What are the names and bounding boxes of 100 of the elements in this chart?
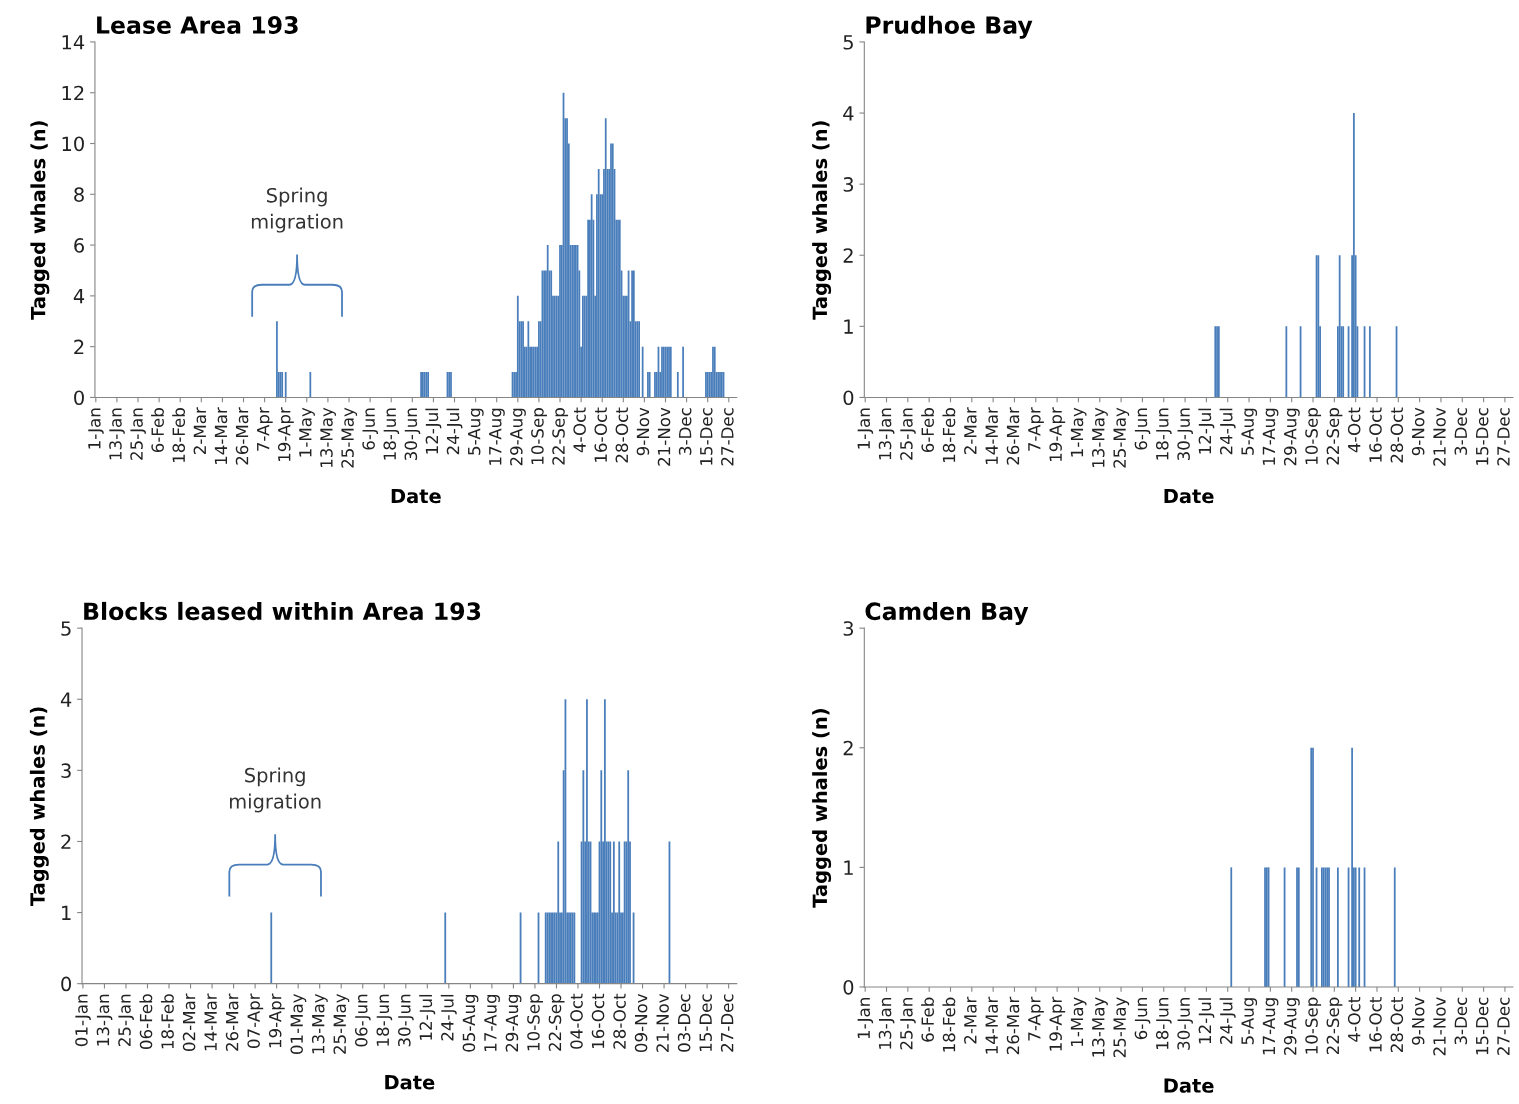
x-tick-label: 10-Sep	[1305, 408, 1322, 464]
x-tick-label: 18-Feb	[160, 994, 174, 1049]
chart-title: Prudhoe Bay	[866, 15, 1033, 39]
x-tick-label: 18-Jun	[376, 994, 393, 1046]
x-tick-label: 27-Dec	[720, 994, 734, 1052]
y-tick-label: 6	[74, 238, 84, 253]
x-tick-label: 1-May	[1070, 407, 1087, 457]
chart-title: Lease Area 193	[97, 16, 298, 34]
x-tick-label: 30-Jun	[1177, 408, 1193, 461]
x-tick-label: 24-Jul	[1219, 998, 1236, 1044]
x-tick-label: 1-Jan	[88, 408, 104, 449]
x-tick-label: 26-Mar	[225, 993, 239, 1051]
x-tick-label: 19-Apr	[1049, 996, 1066, 1051]
x-tick-label: 25-May	[333, 993, 350, 1054]
x-tick-label: 04-Oct	[570, 993, 583, 1049]
x-tick-label: 17-Aug	[1262, 998, 1279, 1055]
x-tick-label: 18-Feb	[942, 997, 956, 1052]
x-tick-label: 15-Dec	[1476, 997, 1489, 1055]
x-tick-label: 18-Feb	[172, 408, 186, 463]
x-tick-label: 7-Apr	[1028, 407, 1044, 451]
x-tick-label: 28-Oct	[1390, 997, 1404, 1052]
y-tick-label: 1	[844, 319, 853, 334]
x-tick-label: 14-Mar	[204, 993, 217, 1051]
x-tick-label: 14-Mar	[214, 407, 228, 464]
x-tick-label: 13-May	[311, 993, 328, 1054]
annotation: Spring migration	[251, 187, 343, 233]
y-tick-label: 0	[74, 390, 84, 406]
x-tick-label: 19-Apr	[1049, 407, 1066, 462]
x-tick-label: 28-Oct	[615, 407, 629, 463]
y-axis-title: Tagged whales (n)	[812, 121, 832, 320]
x-tick-label: 13-May	[1092, 407, 1108, 468]
x-tick-label: 14-Mar	[985, 407, 998, 464]
x-tick-label: 16-Oct	[1369, 997, 1382, 1052]
x-tick-label: 25-Jan	[900, 998, 916, 1050]
x-tick-label: 09-Nov	[634, 993, 648, 1053]
x-tick-label: 25-Jan	[900, 408, 916, 460]
x-tick-label: 6-Feb	[151, 408, 164, 453]
x-tick-label: 21-Nov	[1433, 997, 1446, 1056]
x-axis-title: Date	[391, 488, 441, 504]
x-tick-label: 01-Jan	[75, 994, 91, 1047]
x-tick-label: 26-Mar	[1006, 996, 1020, 1055]
x-tick-label: 28-Oct	[613, 993, 626, 1049]
y-axis-title: Tagged whales (n)	[30, 121, 50, 320]
x-tick-label: 26-Mar	[235, 407, 249, 465]
x-tick-label: 12-Jul	[425, 408, 442, 454]
y-tick-label: 4	[73, 289, 85, 304]
x-tick-label: 16-Oct	[591, 993, 605, 1049]
x-axis-title: Date	[1164, 1078, 1214, 1093]
x-tick-label: 19-Apr	[277, 407, 294, 462]
x-tick-label: 29-Aug	[505, 994, 522, 1052]
x-tick-label: 16-Oct	[1369, 407, 1382, 462]
x-tick-label: 14-Mar	[985, 996, 998, 1054]
x-tick-label: 29-Aug	[1283, 998, 1300, 1055]
chart-title: Camden Bay	[865, 601, 1029, 625]
x-tick-label: 07-Apr	[247, 993, 264, 1048]
y-tick-label: 3	[843, 177, 854, 192]
y-tick-label: 3	[843, 621, 854, 636]
x-tick-label: 7-Apr	[1028, 996, 1044, 1041]
x-tick-label: 18-Jun	[1155, 998, 1172, 1050]
x-tick-label: 19-Apr	[268, 993, 285, 1048]
x-tick-label: 22-Sep	[548, 994, 565, 1051]
x-tick-label: 05-Aug	[462, 994, 479, 1052]
x-tick-label: 25-May	[341, 407, 358, 468]
y-axis-title: Tagged whales (n)	[812, 709, 832, 908]
x-tick-label: 18-Jun	[383, 408, 400, 460]
x-tick-label: 22-Sep	[1326, 997, 1343, 1055]
y-tick-label: 4	[843, 106, 854, 121]
y-tick-label: 1	[844, 860, 853, 875]
y-tick-label: 1	[62, 905, 71, 920]
x-tick-label: 13-May	[320, 407, 336, 468]
y-tick-label: 2	[843, 740, 853, 756]
x-tick-label: 28-Oct	[1390, 407, 1404, 463]
x-tick-label: 15-Dec	[700, 408, 713, 465]
x-tick-label: 6-Feb	[921, 408, 935, 453]
y-tick-label: 2	[61, 834, 71, 849]
x-tick-label: 1-Jan	[857, 998, 874, 1039]
x-tick-label: 18-Feb	[942, 408, 956, 463]
x-tick-label: 30-Jun	[1177, 998, 1193, 1050]
x-tick-label: 27-Dec	[721, 408, 734, 466]
x-tick-label: 29-Aug	[510, 408, 526, 466]
x-tick-label: 21-Nov	[656, 993, 669, 1052]
x-tick-label: 10-Sep	[531, 408, 547, 464]
y-tick-label: 0	[843, 390, 854, 406]
x-tick-label: 29-Aug	[1283, 408, 1300, 466]
x-tick-label: 15-Dec	[1476, 408, 1489, 465]
x-tick-label: 4-Oct	[1347, 407, 1361, 453]
x-tick-label: 25-Jan	[130, 408, 146, 460]
x-tick-label: 03-Dec	[677, 994, 691, 1052]
y-tick-label: 2	[843, 248, 853, 263]
x-tick-label: 17-Aug	[1262, 408, 1279, 465]
x-tick-label: 27-Dec	[1497, 408, 1510, 466]
x-tick-label: 3-Dec	[1454, 408, 1468, 455]
x-tick-label: 21-Nov	[1433, 407, 1446, 466]
x-tick-label: 25-Jan	[118, 994, 134, 1047]
x-tick-label: 2-Mar	[193, 407, 207, 454]
x-tick-label: 1-May	[1070, 997, 1087, 1046]
x-tick-label: 9-Nov	[1411, 997, 1425, 1045]
y-axis-title: Tagged whales (n)	[29, 707, 49, 906]
x-tick-label: 3-Dec	[678, 408, 692, 455]
y-tick-label: 12	[62, 85, 84, 101]
